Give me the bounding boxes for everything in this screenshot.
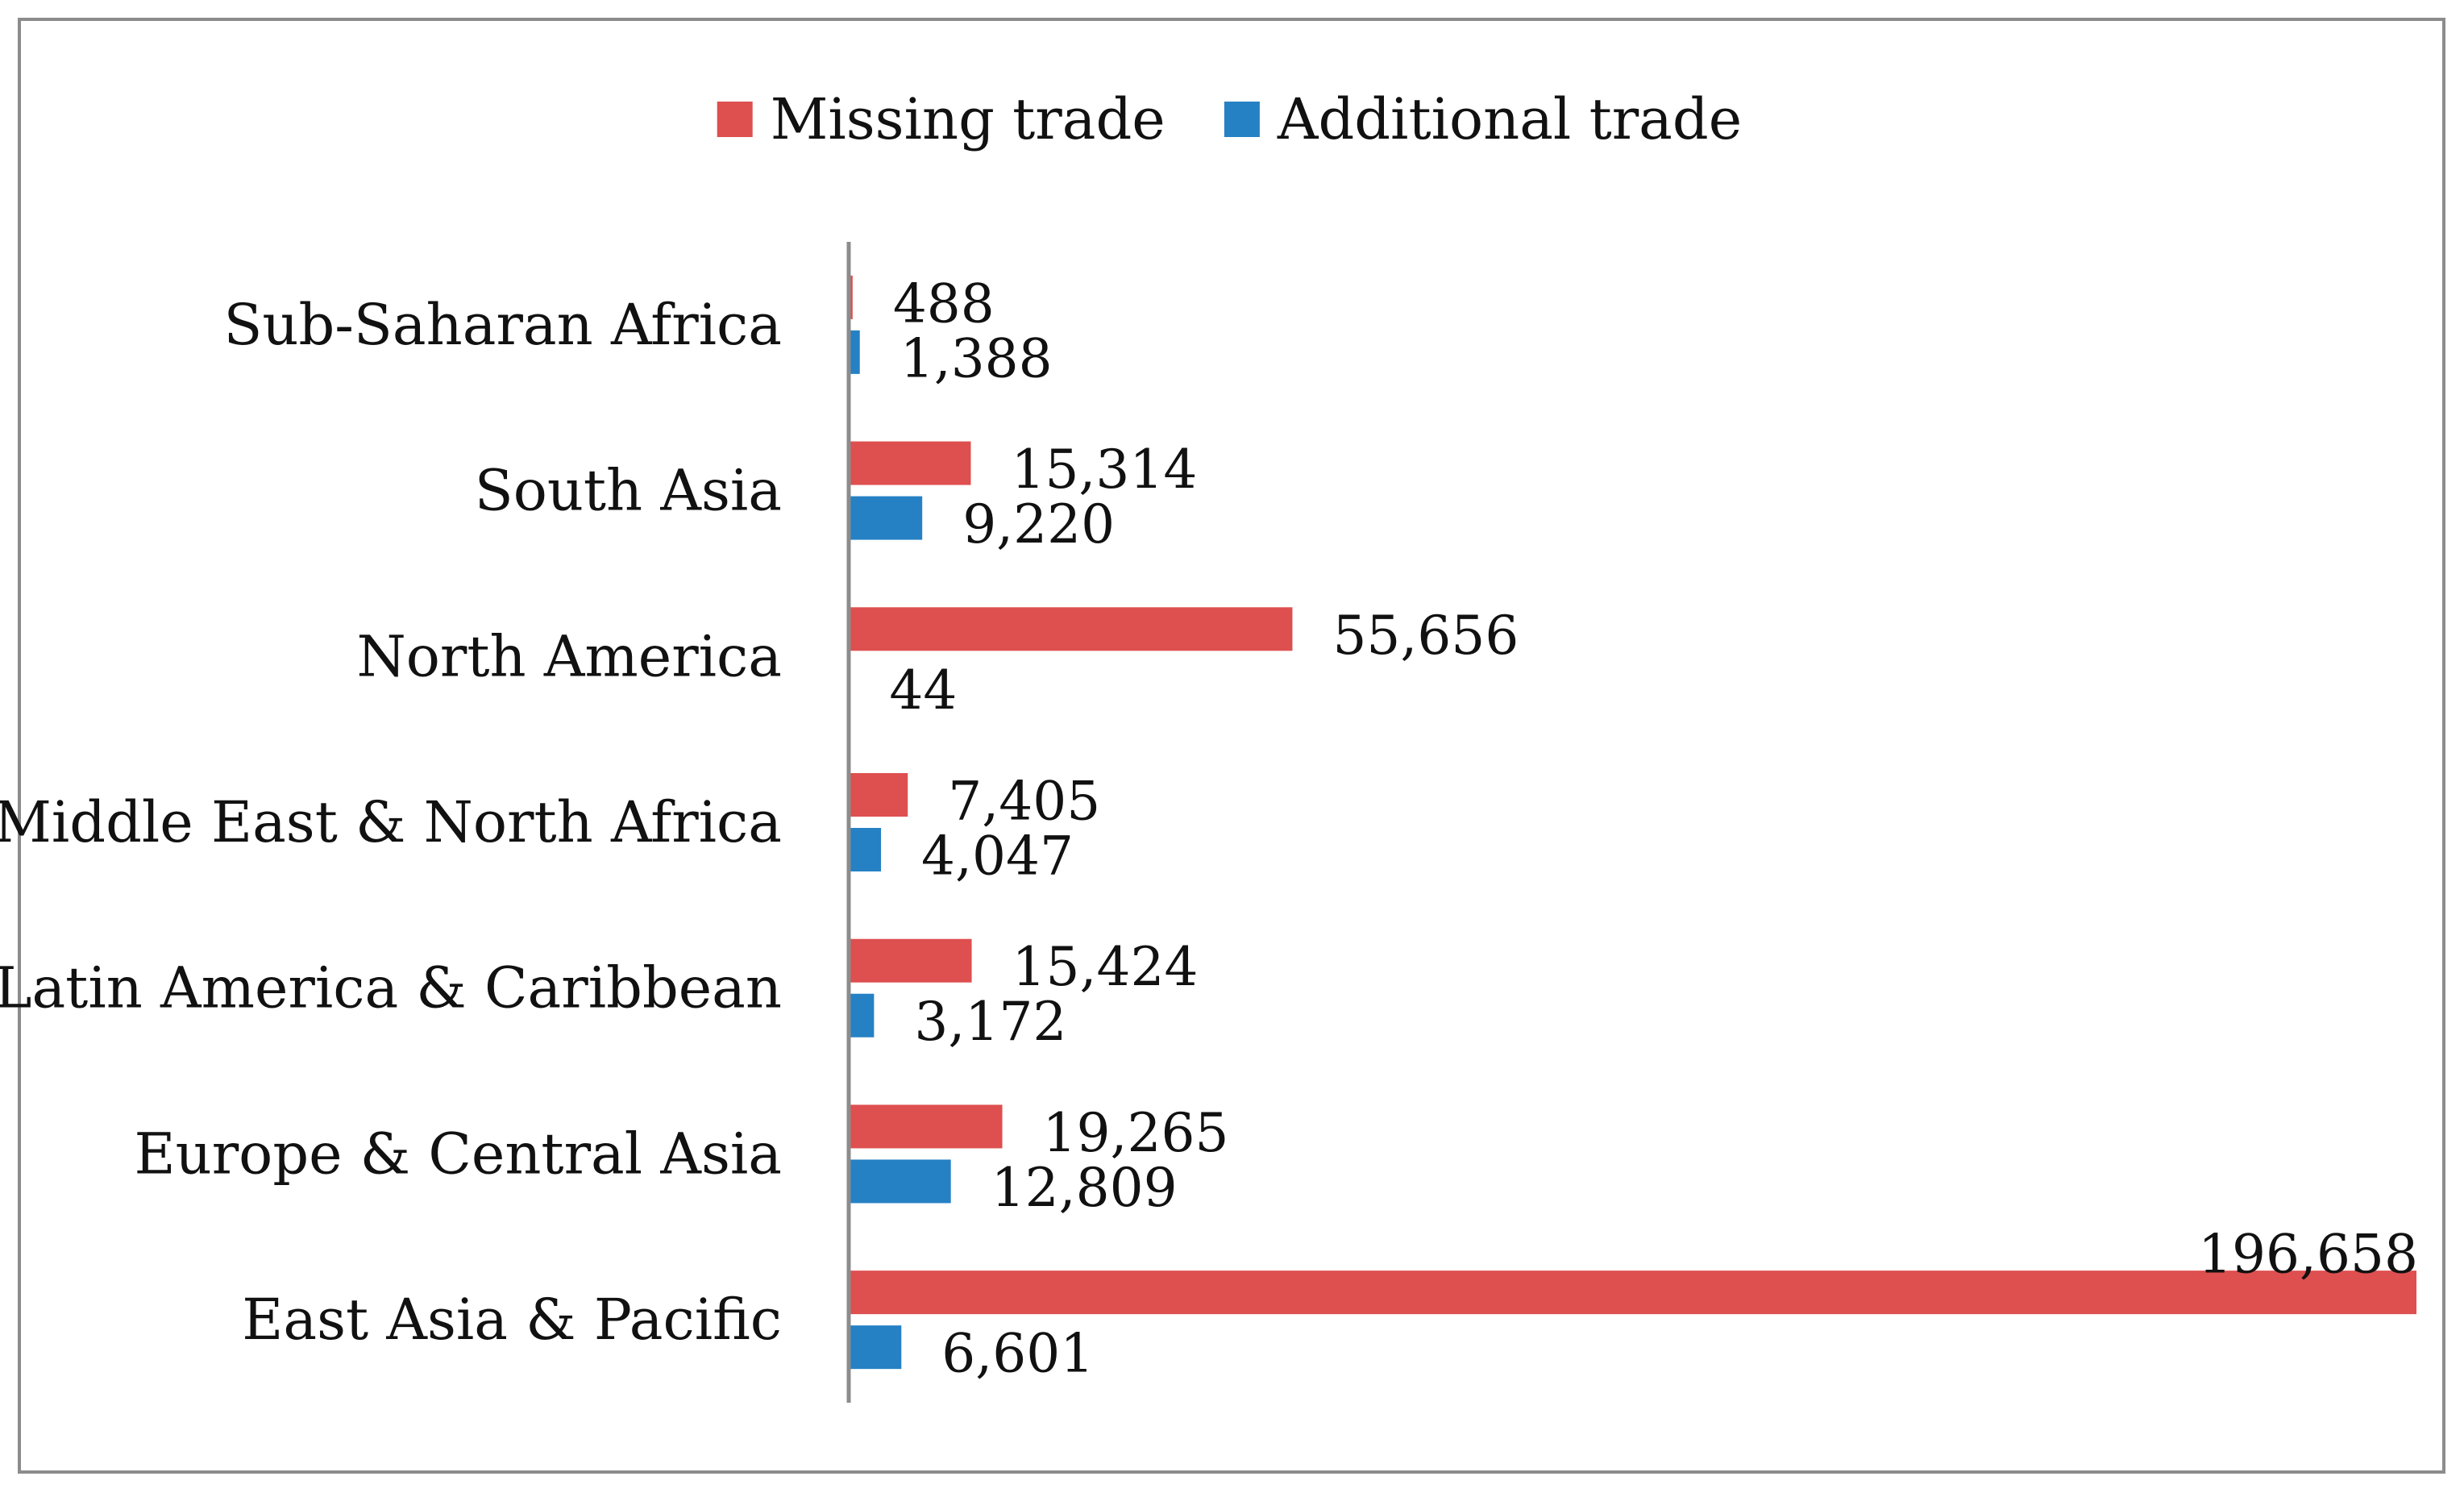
data-label-missing-trade-north-america: 55,656 (1332, 605, 1519, 667)
category-label-middle-east-and-north-africa: Middle East & North Africa (0, 789, 782, 855)
category-label-south-asia: South Asia (475, 458, 782, 524)
data-label-additional-trade-europe-and-central-asia: 12,809 (991, 1157, 1178, 1219)
bar-missing-trade-europe-and-central-asia (849, 1104, 1003, 1149)
data-label-additional-trade-latin-america-and-caribbean: 3,172 (914, 991, 1066, 1053)
legend-swatch-additional-trade (1224, 102, 1260, 137)
category-labels: Sub-Saharan Africa South Asia North Americ… (0, 292, 782, 1353)
legend-label-missing-trade: Missing trade (771, 86, 1166, 152)
category-label-sub-saharan-africa: Sub-Saharan Africa (223, 292, 782, 358)
bar-missing-trade-latin-america-and-caribbean (849, 938, 972, 983)
data-label-additional-trade-south-asia: 9,220 (962, 493, 1115, 555)
category-label-europe-and-central-asia: Europe & Central Asia (135, 1121, 782, 1187)
data-label-missing-trade-middle-east-and-north-africa: 7,405 (948, 771, 1100, 833)
category-label-north-america: North America (357, 623, 782, 689)
data-label-additional-trade-middle-east-and-north-africa: 4,047 (921, 826, 1074, 888)
legend: Missing trade Additional trade (717, 86, 1742, 152)
data-label-missing-trade-europe-and-central-asia: 19,265 (1043, 1102, 1229, 1164)
category-label-east-asia-and-pacific: East Asia & Pacific (242, 1287, 782, 1353)
data-label-additional-trade-north-america: 44 (889, 659, 957, 722)
bar-missing-trade-south-asia (849, 441, 971, 485)
data-label-missing-trade-east-asia-and-pacific: 196,658 (2198, 1224, 2418, 1286)
legend-item-additional-trade: Additional trade (1224, 86, 1742, 152)
bar-additional-trade-sub-saharan-africa (849, 330, 860, 374)
data-label-missing-trade-latin-america-and-caribbean: 15,424 (1012, 936, 1199, 998)
legend-label-additional-trade: Additional trade (1277, 86, 1742, 152)
data-label-missing-trade-south-asia: 15,314 (1011, 439, 1197, 501)
bar-additional-trade-europe-and-central-asia (849, 1159, 951, 1204)
bar-additional-trade-latin-america-and-caribbean (849, 993, 875, 1038)
data-label-additional-trade-east-asia-and-pacific: 6,601 (941, 1323, 1094, 1385)
bar-missing-trade-north-america (849, 607, 1293, 651)
data-label-additional-trade-sub-saharan-africa: 1,388 (900, 327, 1053, 389)
bar-additional-trade-east-asia-and-pacific (849, 1325, 902, 1370)
bar-missing-trade-east-asia-and-pacific (849, 1271, 2416, 1315)
bar-missing-trade-middle-east-and-north-africa (849, 773, 908, 817)
bars (849, 275, 2416, 1370)
legend-item-missing-trade: Missing trade (717, 86, 1166, 152)
chart-frame (18, 18, 2445, 1474)
category-label-latin-america-and-caribbean: Latin America & Caribbean (0, 955, 782, 1021)
bar-additional-trade-south-asia (849, 496, 923, 540)
bar-additional-trade-middle-east-and-north-africa (849, 828, 882, 871)
data-label-missing-trade-sub-saharan-africa: 488 (893, 272, 995, 335)
legend-swatch-missing-trade (717, 102, 753, 137)
